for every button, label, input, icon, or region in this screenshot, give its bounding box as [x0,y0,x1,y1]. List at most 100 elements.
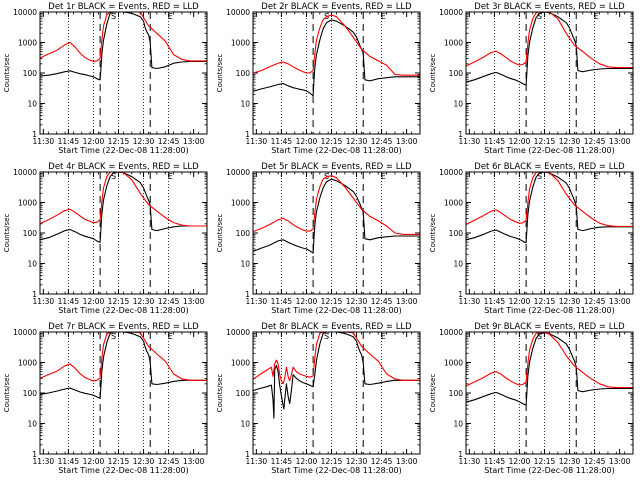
y-tick-label: 10 [27,420,37,429]
series-line-events [39,11,207,81]
x-tick-label: 12:15 [321,297,343,306]
x-axis-label: Start Time (22-Dec-08 11:28:00) [58,306,189,315]
y-tick-label: 10000 [439,8,463,17]
y-axis-label: Counts/sec [3,374,11,413]
y-tick-label: 100 [236,229,251,238]
x-tick-label: 12:15 [108,137,130,146]
x-tick-label: 12:30 [559,137,581,146]
y-tick-label: 100 [449,389,464,398]
x-tick-label: 12:45 [158,457,180,466]
series-line-events [252,178,420,254]
x-tick-label: 13:00 [396,137,418,146]
x-tick-label: 11:45 [484,297,506,306]
y-tick-label: 10000 [13,168,37,177]
x-tick-label: 13:00 [183,297,205,306]
x-tick-label: 11:45 [58,137,80,146]
x-tick-label: 12:45 [584,297,606,306]
y-tick-label: 1000 [231,39,250,48]
marker-label: S [111,332,116,341]
marker-label: E [594,172,599,181]
x-tick-label: 13:00 [183,457,205,466]
x-tick-label: 13:00 [396,457,418,466]
y-tick-label: 10000 [439,168,463,177]
marker-label: E [594,12,599,21]
x-tick-label: 12:45 [371,137,393,146]
y-tick-label: 1 [458,130,463,139]
marker-label: E [381,12,386,21]
marker-label: S [111,172,116,181]
x-tick-label: 12:45 [584,457,606,466]
x-tick-label: 13:00 [609,457,631,466]
x-tick-label: 12:00 [83,297,105,306]
panel-title: Det 7r BLACK = Events, RED = LLD [48,322,199,332]
y-tick-label: 1000 [231,359,250,368]
marker-label: S [537,332,542,341]
x-axis-label: Start Time (22-Dec-08 11:28:00) [271,306,402,315]
marker-label: E [168,332,173,341]
y-tick-label: 10 [240,420,250,429]
y-tick-label: 10 [240,260,250,269]
y-tick-label: 1000 [231,199,250,208]
series-line-lld [252,331,420,385]
y-axis-label: Counts/sec [429,374,437,413]
y-tick-label: 1 [32,290,37,299]
panel-title: Det 8r BLACK = Events, RED = LLD [261,322,412,332]
y-tick-label: 10 [453,260,463,269]
plot-frame [252,171,421,295]
x-tick-label: 13:00 [396,297,418,306]
x-tick-label: 12:00 [83,457,105,466]
x-tick-label: 12:00 [296,297,318,306]
marker-label: E [594,332,599,341]
x-tick-label: 12:15 [321,457,343,466]
x-tick-label: 12:30 [559,457,581,466]
plot-frame [465,171,634,295]
x-tick-label: 11:30 [459,457,481,466]
x-axis-label: Start Time (22-Dec-08 11:28:00) [271,146,402,155]
plot-frame [252,11,421,135]
y-tick-label: 100 [236,389,251,398]
x-tick-label: 13:00 [609,137,631,146]
panel-title: Det 6r BLACK = Events, RED = LLD [474,162,625,172]
series-line-lld [39,331,207,382]
panel-title: Det 2r BLACK = Events, RED = LLD [261,2,412,12]
y-tick-label: 10000 [13,8,37,17]
x-tick-label: 12:45 [371,457,393,466]
y-tick-label: 10 [27,260,37,269]
x-tick-label: 12:30 [133,457,155,466]
panel-title: Det 3r BLACK = Events, RED = LLD [474,2,625,12]
marker-label: E [381,332,386,341]
x-tick-label: 12:30 [346,137,368,146]
x-tick-label: 12:15 [321,137,343,146]
x-tick-label: 11:45 [58,297,80,306]
plot-frame [252,331,421,455]
series-line-lld [252,175,420,235]
y-tick-label: 1000 [444,199,463,208]
x-tick-label: 12:15 [108,457,130,466]
y-axis-label: Counts/sec [216,54,224,93]
x-tick-label: 11:45 [271,457,293,466]
panel-title: Det 5r BLACK = Events, RED = LLD [261,162,412,172]
y-tick-label: 100 [236,69,251,78]
x-axis-label: Start Time (22-Dec-08 11:28:00) [58,146,189,155]
y-axis-label: Counts/sec [216,374,224,413]
y-tick-label: 1 [245,290,250,299]
series-line-events [252,331,420,419]
plot-frame [465,331,634,455]
plot-frame [39,171,208,295]
series-line-events [39,331,207,399]
x-tick-label: 12:00 [509,457,531,466]
y-tick-label: 10000 [226,168,250,177]
y-tick-label: 10000 [439,328,463,337]
x-tick-label: 12:30 [346,457,368,466]
y-tick-label: 10 [453,420,463,429]
series-line-lld [39,11,207,62]
x-tick-label: 11:45 [271,137,293,146]
y-tick-label: 100 [23,389,38,398]
y-tick-label: 100 [23,69,38,78]
x-axis-label: Start Time (22-Dec-08 11:28:00) [484,306,615,315]
marker-label: S [537,172,542,181]
